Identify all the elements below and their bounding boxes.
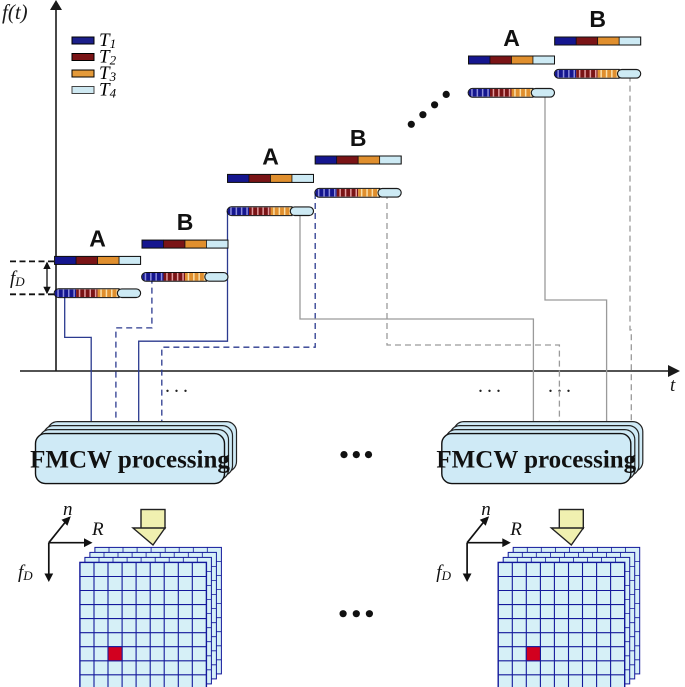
svg-text:FMCW processing: FMCW processing [30,447,230,474]
svg-text:fD: fD [436,562,451,583]
svg-text:fD: fD [18,562,33,583]
svg-text:R: R [91,519,104,540]
svg-text:fD: fD [10,268,25,289]
svg-text:n: n [481,499,491,520]
svg-text:A: A [89,225,106,251]
svg-text:...: ... [478,375,505,397]
svg-text:t: t [670,375,676,396]
svg-text:n: n [63,499,73,520]
svg-text:...: ... [548,375,575,397]
svg-text:B: B [177,209,194,235]
svg-text:B: B [350,125,367,151]
svg-text:A: A [262,143,279,169]
svg-text:f(t): f(t) [2,0,28,24]
svg-text:...: ... [165,375,192,397]
svg-text:A: A [503,25,520,51]
svg-text:FMCW processing: FMCW processing [436,447,636,474]
svg-text:R: R [509,519,522,540]
svg-text:B: B [589,6,606,32]
